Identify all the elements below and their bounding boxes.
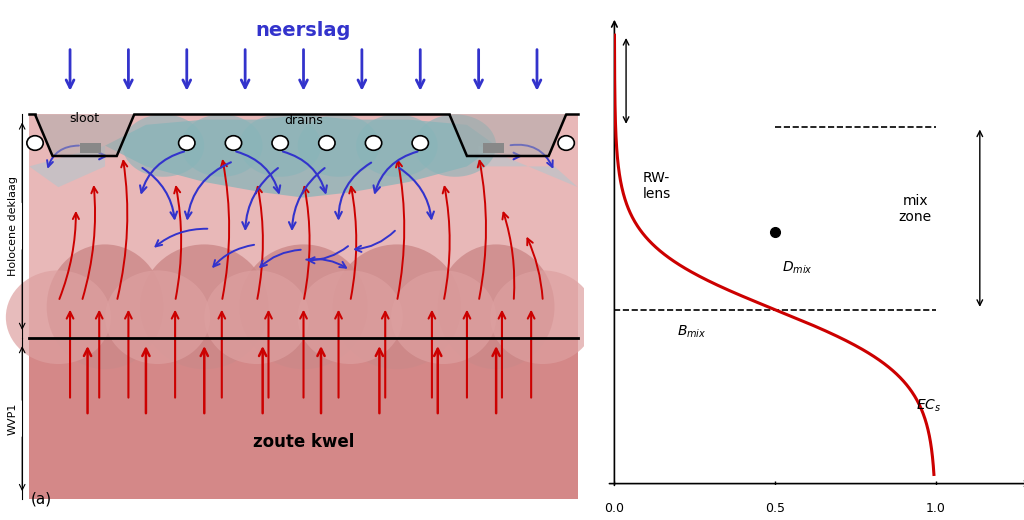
FancyBboxPatch shape: [29, 338, 578, 499]
Polygon shape: [181, 114, 262, 177]
Polygon shape: [415, 114, 496, 177]
Ellipse shape: [204, 270, 309, 364]
Text: drains: drains: [284, 114, 323, 127]
Polygon shape: [35, 114, 134, 156]
FancyBboxPatch shape: [80, 143, 101, 153]
Circle shape: [318, 136, 335, 150]
Ellipse shape: [490, 270, 595, 364]
Ellipse shape: [105, 270, 210, 364]
Circle shape: [272, 136, 289, 150]
FancyBboxPatch shape: [29, 114, 578, 338]
Text: 0.0: 0.0: [604, 502, 625, 515]
Text: (a): (a): [31, 492, 51, 507]
Polygon shape: [356, 114, 438, 177]
Polygon shape: [478, 146, 578, 187]
Polygon shape: [123, 114, 205, 177]
Polygon shape: [29, 146, 105, 187]
Text: sloot: sloot: [70, 112, 99, 125]
Polygon shape: [240, 114, 322, 177]
Circle shape: [178, 136, 195, 150]
Circle shape: [27, 136, 43, 150]
Ellipse shape: [6, 270, 111, 364]
Text: $D_{mix}$: $D_{mix}$: [782, 259, 813, 276]
Ellipse shape: [140, 244, 268, 369]
Ellipse shape: [391, 270, 496, 364]
FancyBboxPatch shape: [482, 143, 504, 153]
Polygon shape: [450, 114, 566, 156]
Text: $EC_s$: $EC_s$: [916, 398, 942, 414]
Text: zoute kwel: zoute kwel: [253, 433, 354, 451]
Ellipse shape: [437, 244, 554, 369]
Text: $B_{mix}$: $B_{mix}$: [678, 323, 707, 340]
Polygon shape: [298, 114, 379, 177]
Circle shape: [412, 136, 428, 150]
Circle shape: [225, 136, 242, 150]
Circle shape: [558, 136, 574, 150]
Text: neerslag: neerslag: [256, 21, 351, 40]
Text: WVP1: WVP1: [8, 402, 17, 435]
Ellipse shape: [240, 244, 368, 369]
Text: Holocene deklaag: Holocene deklaag: [8, 176, 17, 276]
Ellipse shape: [333, 244, 461, 369]
Circle shape: [366, 136, 382, 150]
Ellipse shape: [298, 270, 402, 364]
Text: mix
zone: mix zone: [898, 194, 932, 224]
Text: RW-
lens: RW- lens: [643, 171, 671, 201]
Text: 1.0: 1.0: [926, 502, 946, 515]
Ellipse shape: [47, 244, 164, 369]
Polygon shape: [105, 114, 496, 198]
Text: 0.5: 0.5: [765, 502, 785, 515]
